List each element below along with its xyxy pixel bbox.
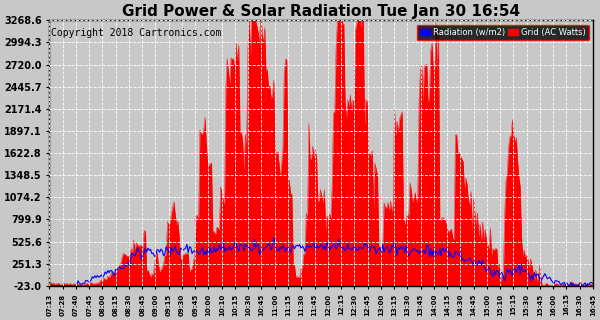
Title: Grid Power & Solar Radiation Tue Jan 30 16:54: Grid Power & Solar Radiation Tue Jan 30 …: [122, 4, 520, 19]
Legend: Radiation (w/m2), Grid (AC Watts): Radiation (w/m2), Grid (AC Watts): [417, 25, 589, 40]
Text: Copyright 2018 Cartronics.com: Copyright 2018 Cartronics.com: [50, 28, 221, 38]
